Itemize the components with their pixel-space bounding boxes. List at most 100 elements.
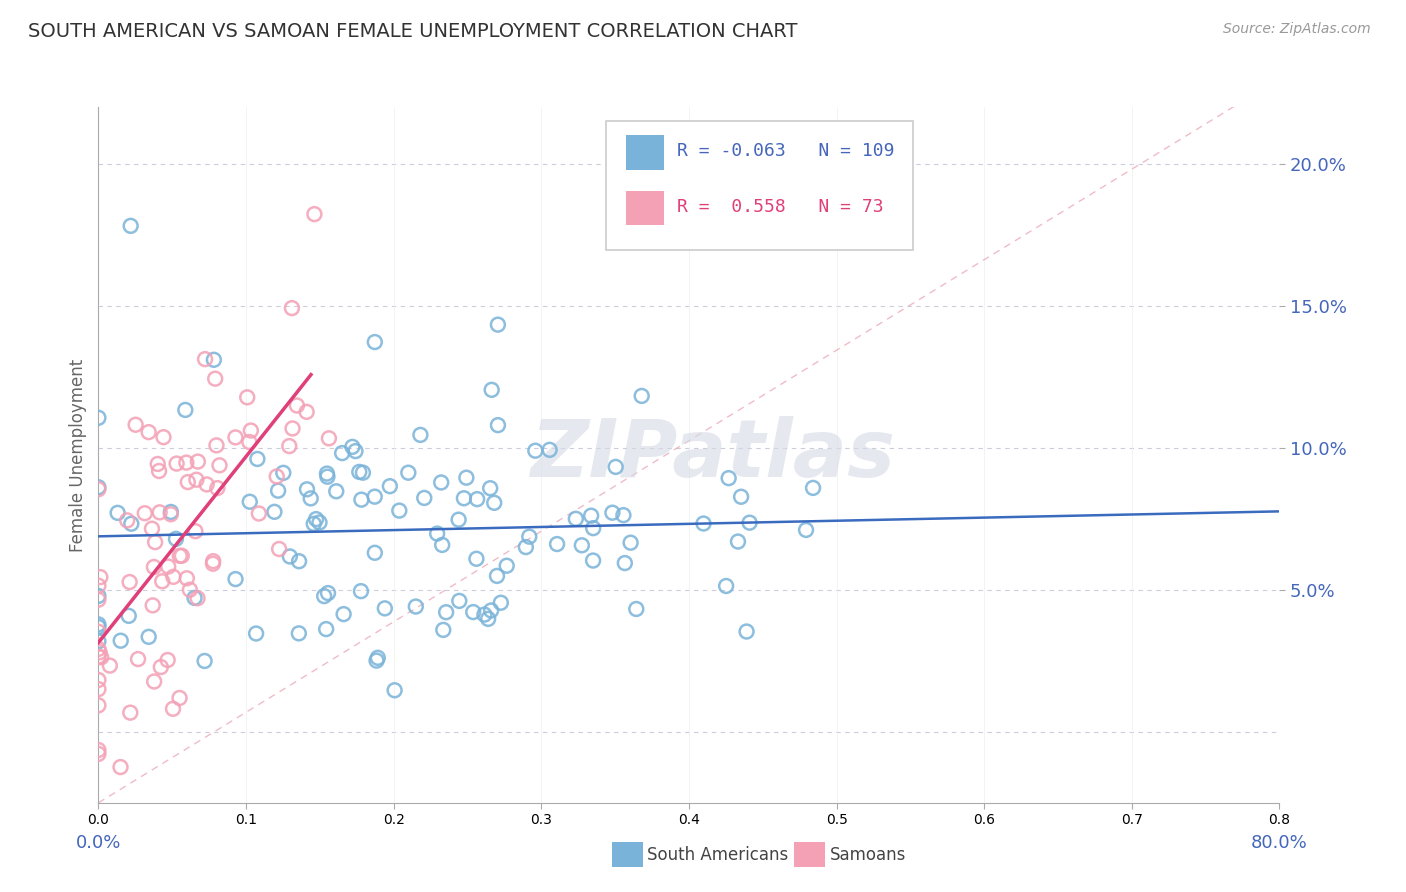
- Point: [352, 466, 374, 480]
- Point: [138, 425, 160, 439]
- Point: [247, 507, 270, 521]
- Point: [288, 626, 311, 640]
- Point: [224, 430, 246, 444]
- Point: [134, 506, 156, 520]
- Point: [162, 702, 184, 716]
- Point: [453, 491, 475, 506]
- Point: [107, 506, 129, 520]
- Point: [87, 747, 110, 761]
- Point: [174, 403, 197, 417]
- Text: Samoans: Samoans: [830, 847, 905, 864]
- Text: 0.0%: 0.0%: [76, 834, 121, 852]
- Point: [332, 607, 354, 621]
- Point: [299, 491, 322, 506]
- Point: [474, 607, 496, 622]
- Point: [735, 624, 758, 639]
- Point: [434, 605, 457, 619]
- Point: [183, 591, 205, 605]
- Point: [717, 471, 740, 485]
- Point: [269, 541, 291, 556]
- Point: [120, 516, 142, 531]
- Point: [87, 634, 110, 648]
- Point: [177, 475, 200, 489]
- Point: [90, 650, 112, 665]
- Point: [201, 557, 224, 571]
- Point: [342, 440, 364, 454]
- Point: [364, 546, 387, 560]
- Point: [413, 491, 436, 505]
- Point: [148, 464, 170, 478]
- Point: [316, 586, 339, 600]
- Point: [110, 760, 132, 774]
- Point: [489, 596, 512, 610]
- Text: 80.0%: 80.0%: [1251, 834, 1308, 852]
- Point: [157, 559, 180, 574]
- Point: [515, 540, 537, 554]
- Point: [582, 521, 605, 535]
- Point: [801, 481, 824, 495]
- Point: [432, 623, 454, 637]
- Point: [605, 459, 627, 474]
- Point: [378, 479, 401, 493]
- Point: [271, 466, 294, 480]
- Point: [727, 534, 749, 549]
- Point: [456, 471, 478, 485]
- Point: [484, 496, 506, 510]
- Point: [87, 743, 110, 757]
- Point: [143, 535, 166, 549]
- Text: ZIPatlas: ZIPatlas: [530, 416, 896, 494]
- Point: [138, 630, 160, 644]
- Point: [176, 571, 198, 585]
- Point: [367, 650, 389, 665]
- Bar: [626, 191, 664, 226]
- Point: [388, 503, 411, 517]
- Point: [349, 465, 371, 479]
- Point: [184, 524, 207, 539]
- Point: [207, 481, 229, 495]
- Point: [202, 352, 225, 367]
- Point: [463, 605, 485, 619]
- Point: [538, 442, 561, 457]
- Point: [364, 490, 387, 504]
- FancyBboxPatch shape: [606, 121, 914, 250]
- Point: [87, 480, 110, 494]
- Point: [495, 558, 517, 573]
- Point: [87, 579, 110, 593]
- Point: [187, 454, 209, 468]
- Point: [278, 549, 301, 564]
- Point: [481, 383, 503, 397]
- Point: [142, 599, 165, 613]
- Point: [485, 569, 508, 583]
- Point: [87, 682, 110, 697]
- Point: [115, 513, 138, 527]
- Point: [204, 372, 226, 386]
- Point: [162, 570, 184, 584]
- Point: [714, 579, 737, 593]
- Point: [582, 553, 605, 567]
- Point: [295, 483, 318, 497]
- Point: [160, 505, 183, 519]
- Point: [202, 554, 225, 568]
- Point: [692, 516, 714, 531]
- Point: [170, 549, 193, 563]
- Point: [409, 428, 432, 442]
- Point: [118, 608, 141, 623]
- Point: [87, 673, 110, 687]
- Point: [479, 481, 502, 495]
- Point: [263, 505, 285, 519]
- Point: [430, 475, 453, 490]
- Point: [186, 473, 208, 487]
- Point: [89, 570, 111, 584]
- Point: [208, 458, 231, 473]
- Point: [325, 484, 347, 499]
- Point: [465, 551, 488, 566]
- Point: [630, 389, 652, 403]
- Point: [87, 649, 110, 664]
- Point: [238, 434, 260, 449]
- Point: [477, 612, 499, 626]
- Point: [142, 560, 165, 574]
- Point: [169, 690, 191, 705]
- Point: [794, 523, 817, 537]
- Point: [124, 417, 146, 432]
- Point: [149, 660, 172, 674]
